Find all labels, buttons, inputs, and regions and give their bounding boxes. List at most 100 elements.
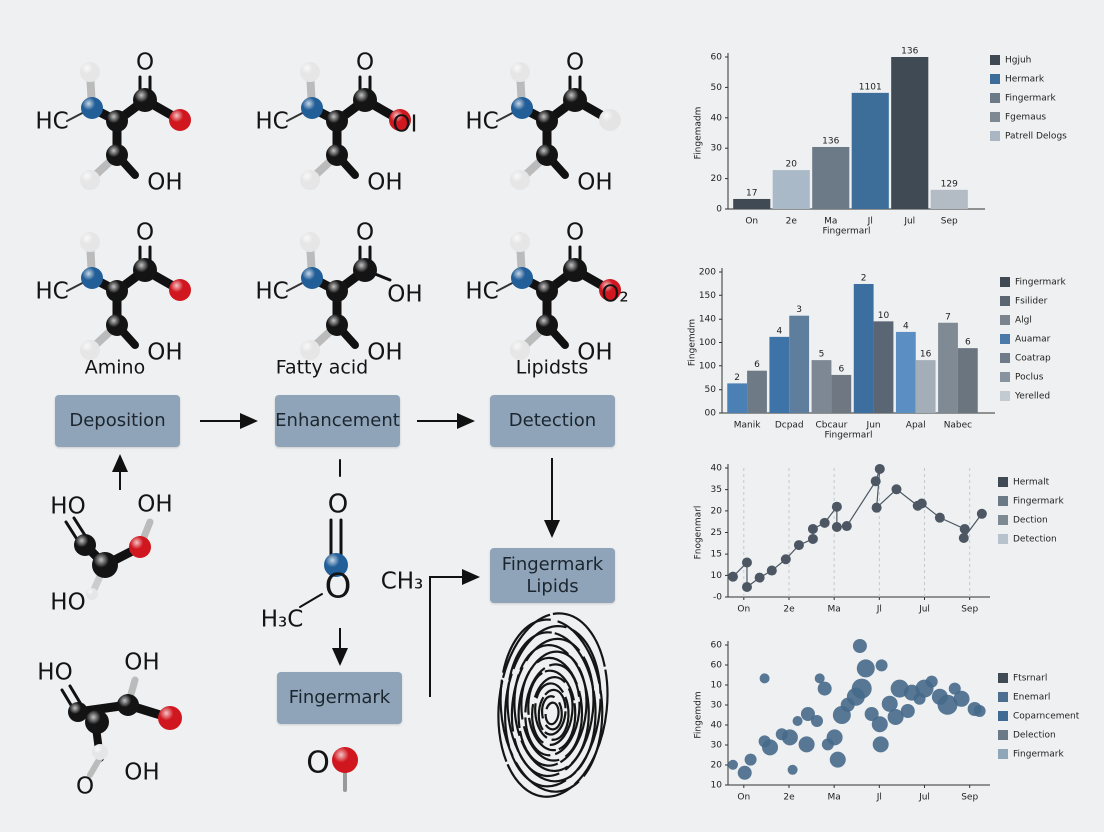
point: [871, 502, 882, 513]
bubble: [814, 673, 825, 684]
atom-shine: [106, 110, 128, 132]
bubble: [872, 736, 889, 753]
x-tick-label: On: [745, 217, 758, 227]
fingerprint-ridge: [524, 663, 581, 757]
bar: [895, 331, 916, 413]
bubble: [762, 739, 779, 756]
legend-label: Coparncement: [1013, 712, 1080, 722]
atom-shine: [86, 588, 98, 600]
molecule-caption: Fatty acid: [276, 357, 368, 379]
atom-shine: [326, 110, 348, 132]
legend-label: Auamar: [1015, 335, 1051, 345]
x-tick-label: Ma: [828, 605, 841, 615]
atom-shine: [81, 267, 103, 289]
bar-annotation: 17: [746, 188, 757, 198]
bubble: [875, 659, 888, 672]
y-axis-label: Fingemdm: [694, 691, 704, 738]
legend-label: Coatrap: [1015, 354, 1051, 364]
bar: [831, 374, 852, 413]
atom-label: HO: [37, 660, 72, 686]
bubble: [744, 753, 757, 766]
atom-label: OH: [137, 492, 172, 518]
legend-label: Fgemaus: [1005, 113, 1046, 123]
point: [793, 540, 804, 551]
legend-swatch: [998, 749, 1008, 759]
bubble: [871, 716, 888, 733]
atom-label: O: [566, 50, 584, 76]
legend-swatch: [998, 692, 1008, 702]
y-tick-label: 60: [711, 661, 723, 671]
bubble: [851, 678, 872, 699]
x-tick-label: Dcpad: [775, 421, 804, 431]
bubble: [826, 729, 843, 746]
step-box: Enhancement: [275, 395, 400, 447]
y-tick-label: 00: [705, 409, 717, 419]
x-tick-label: Sep: [941, 217, 958, 227]
atom-shine: [92, 552, 118, 578]
x-tick-label: Jul: [903, 217, 915, 227]
atom-shine: [332, 747, 358, 773]
bar: [930, 189, 968, 209]
point: [754, 572, 765, 583]
point: [841, 521, 852, 532]
fingerprint-ridge: [510, 637, 595, 778]
bar-annotation: 136: [822, 136, 839, 146]
atom-label: HC: [465, 109, 498, 135]
y-tick-label: 60: [711, 641, 723, 651]
atom-shine: [599, 109, 621, 131]
step-box: Fingermark Lipids: [490, 548, 615, 603]
atom-shine: [536, 144, 558, 166]
y-tick-label: 30: [711, 701, 723, 711]
y-tick-label: 100: [699, 338, 716, 348]
atom-shine: [80, 340, 100, 360]
y-tick-label: 100: [699, 361, 716, 371]
fingerprint-ridge: [544, 701, 560, 726]
bubble: [810, 715, 823, 727]
point: [831, 522, 842, 533]
atom-shine: [389, 109, 411, 131]
bar-annotation: 2: [861, 273, 867, 283]
atom-shine: [81, 97, 103, 119]
atom-label: HC: [35, 279, 68, 305]
bond: [87, 755, 103, 778]
x-tick-label: Jl: [876, 793, 882, 803]
legend-label: Enemarl: [1013, 693, 1050, 703]
point: [870, 476, 881, 487]
legend-swatch: [998, 477, 1008, 487]
x-tick-label: Jl: [867, 217, 873, 227]
molecule-caption: Amino: [85, 357, 145, 379]
atom-shine: [301, 97, 323, 119]
fingerprint-ridge: [513, 644, 590, 773]
atom-label: HC: [35, 109, 68, 135]
atom-label: HC: [255, 279, 288, 305]
y-tick-label: 20: [711, 761, 723, 771]
legend-swatch: [998, 534, 1008, 544]
point: [874, 463, 885, 474]
y-axis-label: Fnogenmarl: [694, 506, 704, 560]
legend-label: Yerelled: [1014, 392, 1050, 402]
bubble: [781, 729, 798, 746]
y-tick-label: 40: [711, 113, 723, 123]
atom-label: OH: [147, 340, 182, 366]
bar-annotation: 20: [786, 160, 798, 170]
atom-shine: [510, 170, 530, 190]
bar: [891, 57, 929, 209]
bar-annotation: 136: [901, 47, 918, 57]
x-tick-label: Jun: [866, 421, 881, 431]
atom-label: H₃C: [261, 607, 304, 633]
atom-shine: [85, 710, 109, 734]
x-tick-label: Ma: [828, 793, 841, 803]
atom-shine: [92, 744, 108, 760]
atom-label: OH: [124, 760, 159, 786]
bubble: [864, 707, 879, 721]
x-tick-label: Ma: [824, 217, 837, 227]
point: [741, 582, 752, 593]
bond: [299, 593, 323, 608]
atom-shine: [563, 88, 587, 112]
legend-label: Fingermark: [1005, 94, 1057, 104]
atom-label: OH: [124, 650, 159, 676]
y-tick-label: 20: [711, 174, 723, 184]
point: [780, 554, 791, 565]
atom-label: OH: [577, 170, 612, 196]
bar: [957, 348, 978, 413]
